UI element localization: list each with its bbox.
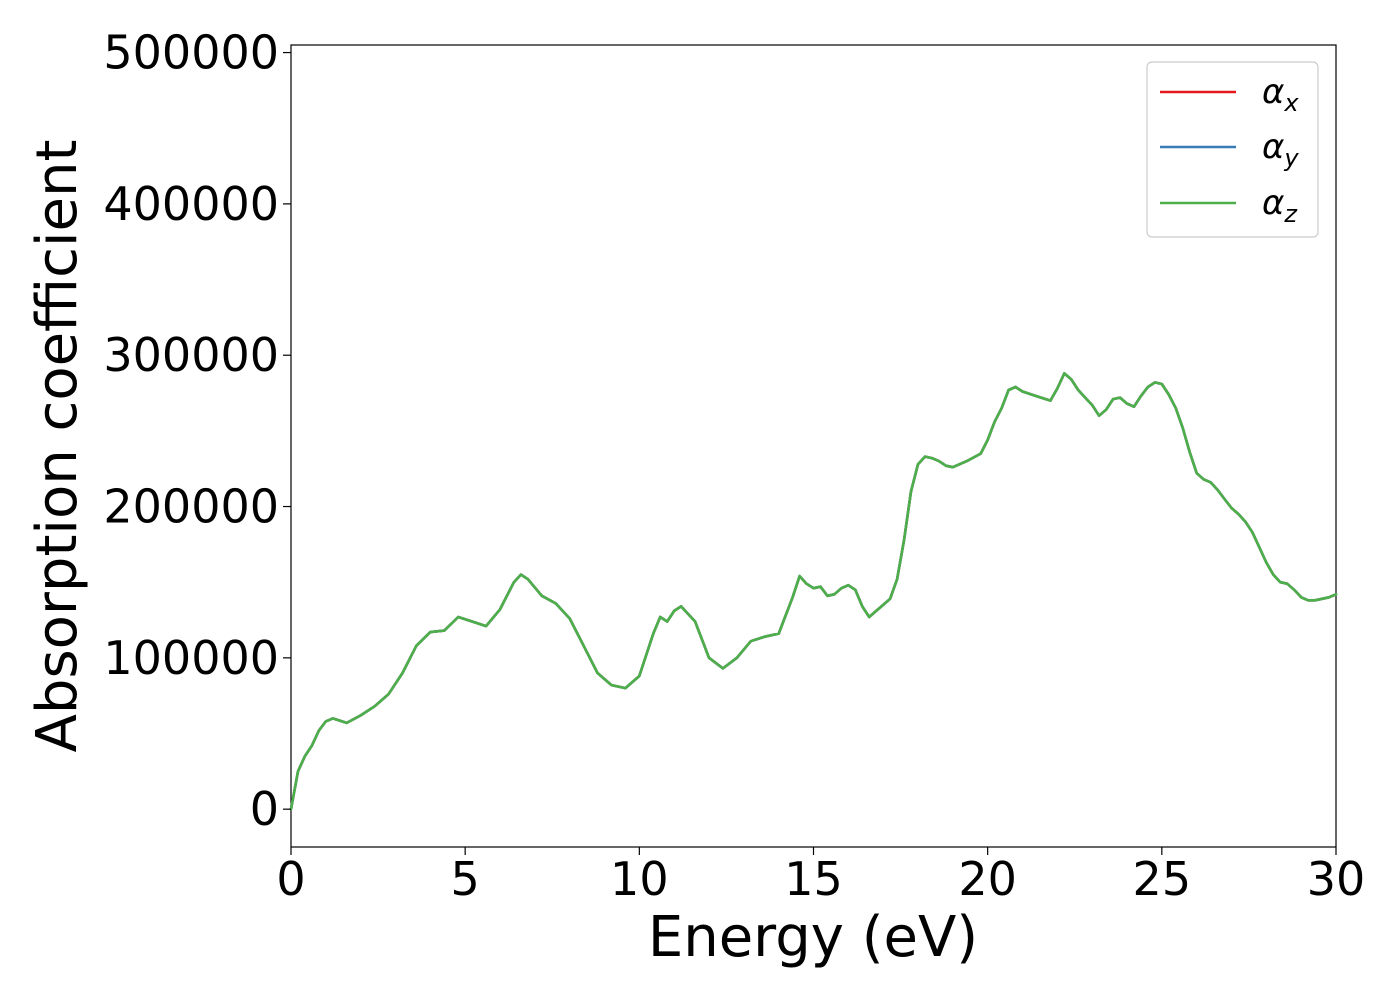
- series-line-alpha-z: [289, 372, 1338, 811]
- legend-subscript: y: [1283, 144, 1299, 172]
- x-tick-label: 10: [610, 852, 669, 906]
- legend-symbol: α: [1262, 183, 1284, 223]
- legend-symbol: α: [1262, 72, 1284, 112]
- legend-label-x: αx: [1262, 72, 1299, 117]
- x-tick-label: 25: [1133, 852, 1192, 906]
- y-tick-label: 300000: [103, 328, 279, 382]
- series-layer: [289, 372, 1338, 811]
- legend-label-z: αz: [1262, 183, 1298, 228]
- y-tick-label: 400000: [103, 177, 279, 231]
- x-axis-ticks: 0 5 10 15 20 25 30: [276, 847, 1365, 906]
- legend-subscript: z: [1283, 200, 1298, 228]
- legend-subscript: x: [1283, 89, 1299, 117]
- legend-box: [1146, 61, 1319, 238]
- x-tick-label: 5: [451, 852, 480, 906]
- y-tick-label: 100000: [103, 631, 279, 685]
- x-tick-label: 30: [1307, 852, 1366, 906]
- y-axis-ticks: 0 100000 200000 300000 400000 500000: [103, 26, 291, 836]
- legend-label-y: αy: [1262, 127, 1299, 172]
- x-axis-title: Energy (eV): [648, 905, 978, 970]
- y-axis-title: Absorption coefficient: [25, 140, 90, 753]
- x-tick-label: 0: [276, 852, 305, 906]
- x-tick-label: 20: [958, 852, 1017, 906]
- x-tick-label: 15: [784, 852, 843, 906]
- y-tick-label: 200000: [103, 480, 279, 534]
- y-tick-label: 500000: [103, 26, 279, 80]
- y-tick-label: 0: [250, 782, 279, 836]
- legend-symbol: α: [1262, 127, 1284, 167]
